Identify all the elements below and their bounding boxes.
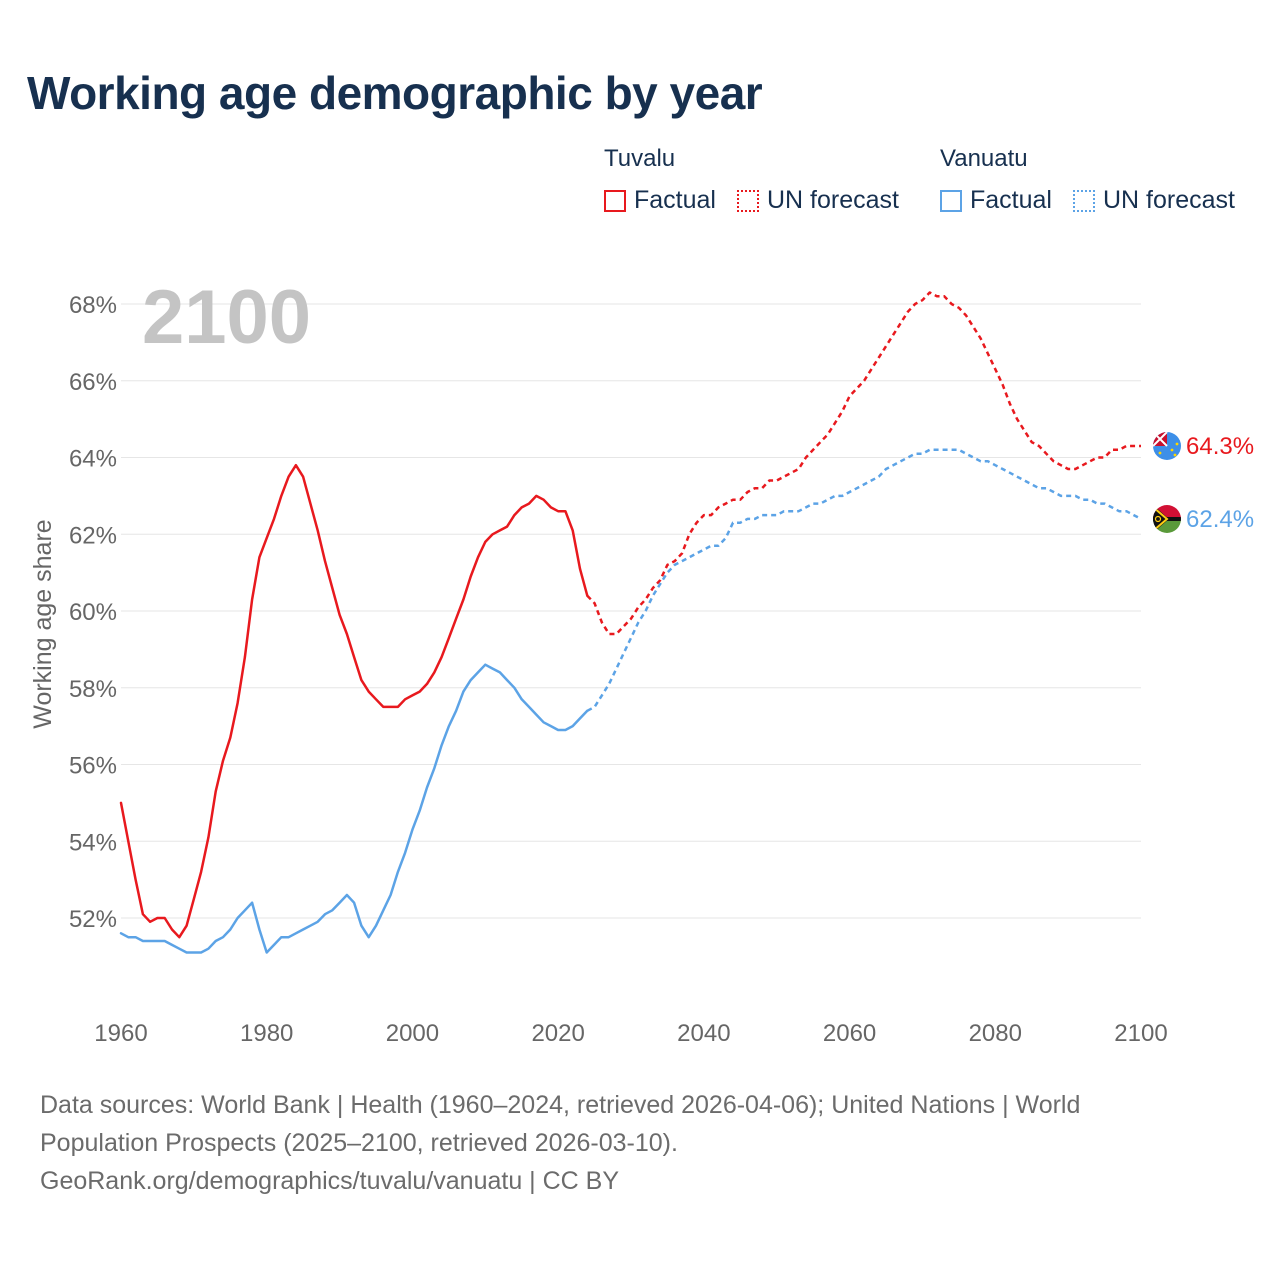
legend-vanuatu-forecast[interactable]: UN forecast: [1073, 186, 1235, 215]
y-tick-label: 58%: [69, 676, 117, 703]
x-tick-label: 1960: [94, 1020, 147, 1047]
sources-line-2: Population Prospects (2025–2100, retriev…: [40, 1129, 678, 1157]
legend-swatch-solid-icon: [604, 189, 626, 212]
vanuatu-end-label: 62.4%: [1186, 506, 1254, 533]
x-tick-label: 1980: [240, 1020, 293, 1047]
x-tick-label: 2080: [969, 1020, 1022, 1047]
chart-title: Working age demographic by year: [27, 67, 763, 119]
legend-label: Factual: [970, 186, 1052, 214]
x-tick-label: 2000: [386, 1020, 439, 1047]
y-tick-label: 66%: [69, 369, 117, 396]
y-tick-label: 52%: [69, 906, 117, 933]
tuvalu-forecast-line[interactable]: [586, 291, 1141, 636]
vanuatu-factual-line[interactable]: [119, 663, 589, 954]
legend-swatch-dotted-icon: [1073, 189, 1095, 212]
legend-vanuatu-factual[interactable]: Factual: [940, 186, 1052, 215]
legend-tuvalu-forecast[interactable]: UN forecast: [737, 186, 899, 215]
year-watermark: 2100: [142, 275, 311, 360]
x-tick-label: 2100: [1114, 1020, 1167, 1047]
x-tick-label: 2040: [677, 1020, 730, 1047]
y-tick-label: 54%: [69, 829, 117, 856]
sources-line-1: Data sources: World Bank | Health (1960–…: [40, 1091, 1081, 1119]
legend-label: Factual: [634, 186, 716, 214]
vanuatu-forecast-line[interactable]: [586, 448, 1142, 712]
legend-group-tuvalu: Tuvalu: [604, 145, 676, 172]
legend-swatch-solid-icon: [940, 189, 962, 212]
y-tick-label: 60%: [69, 599, 117, 626]
y-tick-label: 62%: [69, 522, 117, 549]
tuvalu-flag-icon: [1153, 432, 1181, 460]
y-axis-label: Working age share: [29, 519, 57, 728]
y-tick-label: 64%: [69, 446, 117, 473]
data-sources: Data sources: World Bank | Health (1960–…: [40, 1086, 1240, 1200]
tuvalu-end-label: 64.3%: [1186, 433, 1254, 460]
tuvalu-factual-line[interactable]: [119, 463, 589, 939]
legend-label: UN forecast: [1103, 186, 1235, 214]
x-tick-label: 2060: [823, 1020, 876, 1047]
y-tick-label: 68%: [69, 292, 117, 319]
sources-line-3[interactable]: GeoRank.org/demographics/tuvalu/vanuatu …: [40, 1167, 620, 1195]
vanuatu-flag-icon: [1153, 505, 1181, 533]
line-chart: 52% 54% 56% 58% 60% 62% 64% 66% 68% 1960 1980 2000…: [29, 275, 1254, 1047]
legend-swatch-dotted-icon: [737, 189, 759, 212]
y-tick-label: 56%: [69, 753, 117, 780]
legend-tuvalu-factual[interactable]: Factual: [604, 186, 716, 215]
x-tick-label: 2020: [531, 1020, 584, 1047]
legend-group-vanuatu: Vanuatu: [940, 145, 1028, 172]
legend-label: UN forecast: [767, 186, 899, 214]
